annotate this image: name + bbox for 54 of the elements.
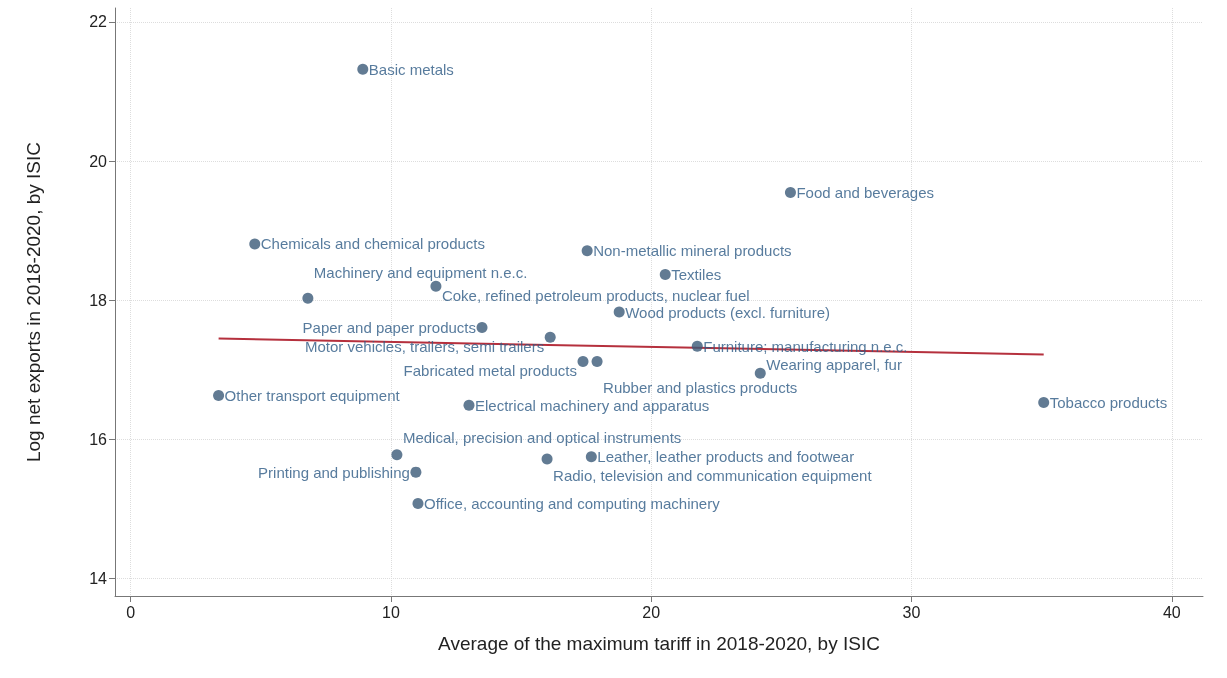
point [412,497,424,509]
point [544,331,556,343]
x-tick-label: 10 [382,603,400,621]
point [249,238,261,250]
point [213,390,225,402]
annotation: Fabricated metal products [403,362,577,379]
annotation: Electrical machinery and apparatus [474,396,710,414]
annotation: Wood products (excl. furniture) [625,303,830,321]
annotation: Coke, refined petroleum products, nuclear fuel [441,286,750,304]
y-tick-label: 14 [89,570,108,588]
point [577,356,589,367]
point [463,399,475,411]
point [691,340,703,352]
annotation: Leather, leather products and footwear [597,448,855,466]
annotation: Medical, precision and optical instruments [402,429,682,447]
point [784,186,796,198]
annotation: Machinery and equipment n.e.c. [313,263,528,281]
annotation: Tobacco products [1049,394,1168,412]
point [581,245,593,257]
y-tick-label: 16 [89,430,108,448]
point [659,269,671,281]
annotation: Non-metallic mineral products [593,242,792,260]
annotation: Basic metals [368,60,454,78]
annotation: Wearing apparel, fur [766,355,902,373]
x-axis-title: Average of the maximum tariff in 2018-2020, by ISIC [438,633,880,654]
annotation: Office, accounting and computing machinery [423,494,721,512]
annotation: Printing and publishing [258,463,410,481]
x-tick-label: 30 [902,603,921,621]
point [754,367,766,379]
point [391,449,403,461]
x-tick-label: 40 [1162,603,1181,621]
point [591,356,603,367]
point [541,453,553,465]
x-tick-label: 20 [642,603,661,621]
point [430,280,442,292]
y-tick-label: 22 [89,13,108,31]
annotation: Chemicals and chemical products [260,235,486,253]
annotation: Rubber and plastics products [603,379,798,396]
point [410,466,422,478]
annotation: Radio, television and communication equipment [553,467,873,485]
point [476,321,488,333]
point [585,451,597,463]
annotation: Paper and paper products [302,318,476,336]
y-axis-title: Log net exports in 2018-2020, by ISIC [23,141,44,463]
point [357,63,369,75]
point [613,306,625,318]
annotation: Textiles [671,266,722,284]
point [302,292,314,304]
annotation: Food and beverages [796,183,935,201]
y-tick-label: 20 [89,152,108,170]
annotation: Other transport equipment [224,387,401,405]
x-tick-label: 0 [126,603,136,621]
point [1038,397,1050,409]
y-tick-label: 18 [89,291,108,309]
